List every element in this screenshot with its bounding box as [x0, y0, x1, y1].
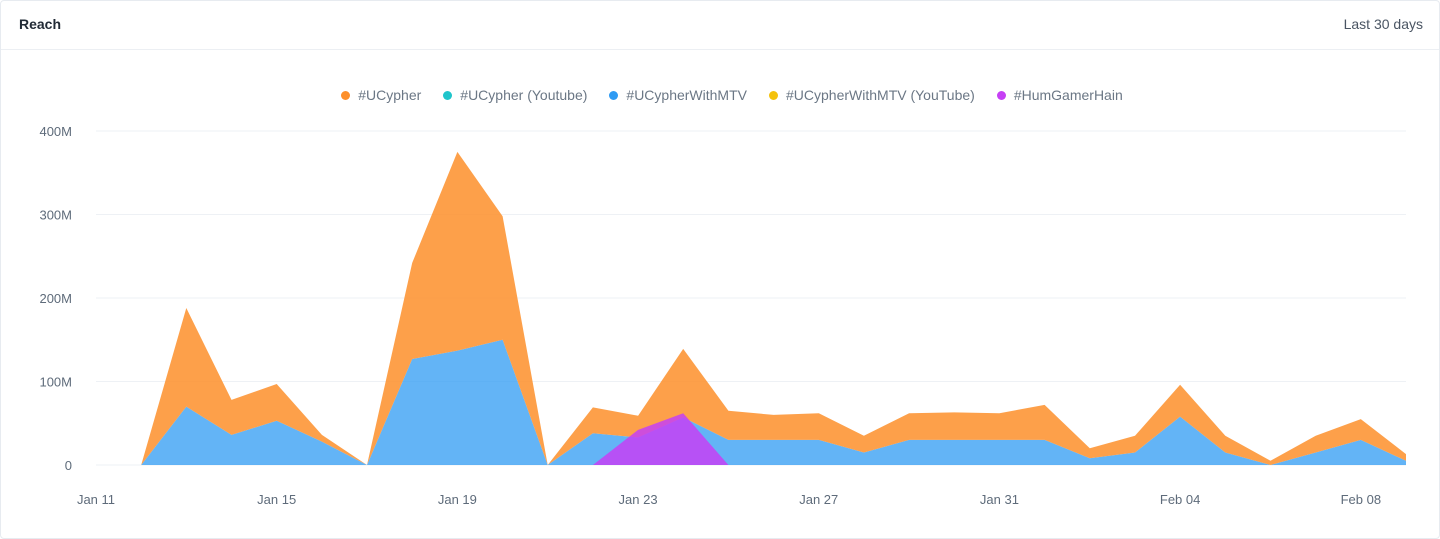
chart-legend: #UCypher #UCypher (Youtube) #UCypherWithMT…	[0, 86, 1440, 104]
legend-dot-icon	[996, 90, 1006, 100]
y-tick-label: 300M	[39, 208, 72, 223]
x-tick-label: Jan 19	[438, 492, 477, 507]
card-header: Reach Last 30 days	[1, 1, 1439, 50]
legend-label: #UCypher	[358, 87, 422, 103]
x-tick-label: Jan 15	[257, 492, 296, 507]
area-series-UCypherWithMTV	[96, 339, 1406, 465]
x-tick-label: Jan 23	[619, 492, 658, 507]
y-tick-label: 400M	[39, 124, 72, 139]
area-series-UCypher	[96, 151, 1406, 465]
legend-dot-icon	[769, 90, 778, 100]
legend-item-UCypher[interactable]: #UCypher	[341, 86, 421, 104]
card-title: Reach	[19, 16, 62, 32]
legend-item-UCypherWithMTVYouTube[interactable]: #UCypherWithMTV (YouTube)	[769, 86, 975, 104]
x-tick-label: Jan 27	[799, 492, 838, 507]
legend-label: #UCypher (Youtube)	[460, 87, 588, 103]
legend-item-UCypherWithMTV[interactable]: #UCypherWithMTV	[609, 86, 747, 104]
legend-label: #HumGamerHain	[1013, 87, 1123, 103]
x-tick-label: Feb 08	[1341, 492, 1381, 507]
legend-label: #UCypherWithMTV (YouTube)	[786, 87, 975, 103]
legend-item-HumGamerHain[interactable]: #HumGamerHain	[996, 86, 1123, 104]
legend-dot-icon	[341, 90, 351, 100]
x-tick-label: Jan 11	[77, 492, 115, 507]
legend-label: #UCypherWithMTV	[626, 87, 747, 103]
y-tick-label: 100M	[39, 375, 72, 390]
y-tick-label: 200M	[39, 291, 72, 306]
x-tick-label: Jan 31	[980, 492, 1019, 507]
x-tick-label: Feb 04	[1160, 492, 1200, 507]
legend-dot-icon	[443, 90, 453, 100]
legend-item-UCypherYoutube[interactable]: #UCypher (Youtube)	[443, 86, 587, 104]
y-tick-label: 0	[65, 458, 72, 473]
legend-dot-icon	[609, 90, 619, 100]
date-range-selector[interactable]: Last 30 days	[1343, 16, 1423, 32]
